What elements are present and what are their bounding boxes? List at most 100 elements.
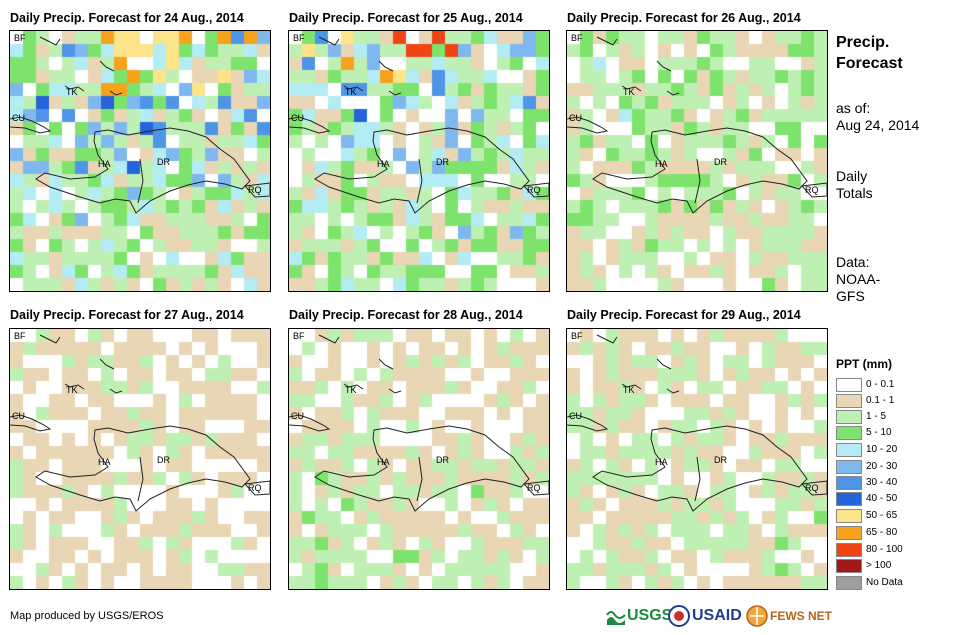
credit-text: Map produced by USGS/EROS xyxy=(10,610,164,622)
legend-swatch xyxy=(836,526,862,540)
map-label-bf: BF xyxy=(293,33,305,43)
panel-title-4: Daily Precip. Forecast for 27 Aug., 2014 xyxy=(10,308,244,322)
coastline xyxy=(522,182,549,198)
coastline xyxy=(378,358,394,370)
map-label-cu: CU xyxy=(569,113,582,123)
totals-note: Daily Totals xyxy=(836,168,873,202)
coastline xyxy=(567,116,609,134)
map-label-rq: RQ xyxy=(805,483,819,493)
as-of-date: as of: Aug 24, 2014 xyxy=(836,100,919,134)
usaid-logo-text: USAID xyxy=(692,607,742,624)
map-label-cu: CU xyxy=(569,411,582,421)
map-label-ha: HA xyxy=(655,457,668,467)
coastline xyxy=(343,85,364,92)
map-label-dr: DR xyxy=(436,157,449,167)
coastline xyxy=(243,480,270,496)
map-label-bf: BF xyxy=(571,33,583,43)
map-panel-1: BF TK CU HA DR RQ xyxy=(9,30,271,292)
map-overlay: BF TK CU HA DR RQ xyxy=(289,331,549,512)
panel-title-5: Daily Precip. Forecast for 28 Aug., 2014 xyxy=(289,308,523,322)
coastline xyxy=(318,36,340,46)
map-label-bf: BF xyxy=(14,33,26,43)
map-label-tk: TK xyxy=(623,385,635,395)
map-label-tk: TK xyxy=(66,87,78,97)
legend-swatch xyxy=(836,543,862,557)
coastline xyxy=(416,158,423,204)
map-label-ha: HA xyxy=(98,457,111,467)
map-panel-5: BF TK CU HA DR RQ xyxy=(288,328,550,590)
coastline xyxy=(289,116,331,134)
map-overlay: BF TK CU HA DR RQ xyxy=(567,331,827,512)
coastline xyxy=(656,60,672,72)
map-label-ha: HA xyxy=(377,159,390,169)
coastline xyxy=(592,127,808,214)
panel-title-1: Daily Precip. Forecast for 24 Aug., 2014 xyxy=(10,11,244,25)
map-label-cu: CU xyxy=(291,411,304,421)
coastline xyxy=(109,388,123,394)
map-overlay: BF TK CU HA DR RQ xyxy=(10,331,270,512)
coastline xyxy=(596,334,618,344)
legend-label: 5 - 10 xyxy=(866,427,892,438)
legend-swatch xyxy=(836,576,862,590)
coastline xyxy=(656,358,672,370)
usgs-logo: USGS xyxy=(606,604,672,628)
map-label-cu: CU xyxy=(12,113,25,123)
title-line: Forecast xyxy=(836,55,903,72)
map-panel-2: BF TK CU HA DR RQ xyxy=(288,30,550,292)
coastline xyxy=(109,90,123,96)
legend-label: 65 - 80 xyxy=(866,527,898,538)
legend-label: 30 - 40 xyxy=(866,477,898,488)
map-label-tk: TK xyxy=(345,87,357,97)
coastline xyxy=(621,85,642,92)
legend-swatch xyxy=(836,559,862,573)
coastline xyxy=(592,425,808,512)
map-overlay: BF TK CU HA DR RQ xyxy=(567,33,827,214)
totals-line: Daily xyxy=(836,168,868,184)
map-label-tk: TK xyxy=(345,385,357,395)
fewsnet-logo: FEWS NET xyxy=(746,604,832,628)
as-of-value: Aug 24, 2014 xyxy=(836,117,920,133)
fewsnet-globe-icon xyxy=(746,605,768,627)
map-label-ha: HA xyxy=(377,457,390,467)
coastline xyxy=(10,414,52,432)
legend-swatch xyxy=(836,492,862,506)
usaid-logo: USAID xyxy=(668,604,742,628)
data-source-line: NOAA- xyxy=(836,271,881,287)
coastline xyxy=(10,116,52,134)
coastline xyxy=(694,158,701,204)
map-label-dr: DR xyxy=(157,157,170,167)
map-panel-3: BF TK CU HA DR RQ xyxy=(566,30,828,292)
coastline xyxy=(137,456,144,502)
coastline xyxy=(318,334,340,344)
map-label-rq: RQ xyxy=(805,185,819,195)
panel-title-3: Daily Precip. Forecast for 26 Aug., 2014 xyxy=(567,11,801,25)
coastline xyxy=(35,425,251,512)
usaid-seal-icon xyxy=(668,605,690,627)
map-overlay: BF TK CU HA DR RQ xyxy=(289,33,549,214)
legend-swatch xyxy=(836,460,862,474)
map-overlay: BF TK CU HA DR RQ xyxy=(10,33,270,214)
legend-swatch xyxy=(836,426,862,440)
map-label-bf: BF xyxy=(293,331,305,341)
map-label-rq: RQ xyxy=(527,185,541,195)
legend-label: > 100 xyxy=(866,560,892,571)
as-of-label: as of: xyxy=(836,100,871,116)
map-panel-6: BF TK CU HA DR RQ xyxy=(566,328,828,590)
coastline xyxy=(343,383,364,390)
legend-label: 10 - 20 xyxy=(866,444,898,455)
usgs-wave-icon xyxy=(606,611,626,625)
map-label-cu: CU xyxy=(12,411,25,421)
map-label-rq: RQ xyxy=(248,185,262,195)
panel-title-6: Daily Precip. Forecast for 29 Aug., 2014 xyxy=(567,308,801,322)
map-label-bf: BF xyxy=(571,331,583,341)
coastline xyxy=(64,85,85,92)
map-label-ha: HA xyxy=(655,159,668,169)
map-panel-4: BF TK CU HA DR RQ xyxy=(9,328,271,590)
legend-label: 1 - 5 xyxy=(866,411,887,422)
map-label-rq: RQ xyxy=(248,483,262,493)
legend-label: No Data xyxy=(866,577,903,588)
map-label-ha: HA xyxy=(98,159,111,169)
map-label-bf: BF xyxy=(14,331,26,341)
coastline xyxy=(800,480,827,496)
map-label-tk: TK xyxy=(66,385,78,395)
